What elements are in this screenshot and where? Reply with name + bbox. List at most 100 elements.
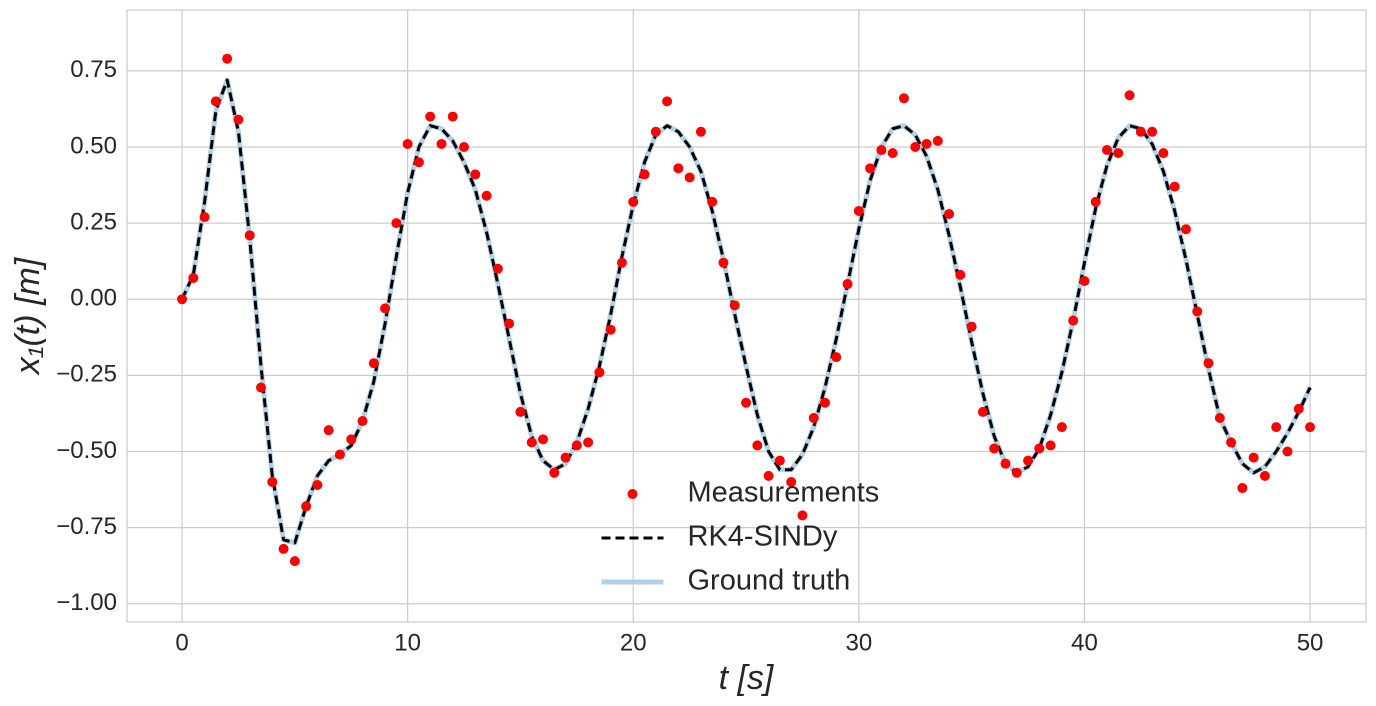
measurement-point (402, 138, 413, 149)
x-tick-label: 30 (845, 629, 872, 656)
measurement-point (1282, 446, 1293, 457)
measurement-point (842, 279, 853, 290)
measurement-point (560, 452, 571, 463)
measurement-point (538, 434, 549, 445)
measurement-point (1090, 196, 1101, 207)
measurement-point (1023, 455, 1034, 466)
y-tick-label: −1.00 (56, 589, 117, 616)
y-tick-label: 0.25 (70, 208, 117, 235)
measurement-point (1045, 440, 1056, 451)
measurement-point (977, 406, 988, 417)
measurement-point (1147, 126, 1158, 137)
measurement-point (267, 476, 278, 487)
measurement-point (594, 367, 605, 378)
measurement-point (425, 111, 436, 122)
measurement-point (1259, 470, 1270, 481)
measurement-point (707, 196, 718, 207)
measurement-point (391, 218, 402, 229)
measurement-point (853, 205, 864, 216)
y-tick-label: 0.50 (70, 132, 117, 159)
measurement-point (301, 501, 312, 512)
measurement-point (741, 397, 752, 408)
measurement-point (1056, 422, 1067, 433)
measurement-point (1271, 422, 1282, 433)
measurement-point (380, 303, 391, 314)
measurement-point (718, 257, 729, 268)
measurement-point (447, 111, 458, 122)
measurement-point (1102, 145, 1113, 156)
measurement-point (1113, 148, 1124, 159)
measurement-point (1034, 443, 1045, 454)
measurement-point (492, 263, 503, 274)
measurement-point (233, 114, 244, 125)
measurement-point (436, 138, 447, 149)
measurement-point (605, 324, 616, 335)
measurement-point (1000, 458, 1011, 469)
measurement-point (199, 212, 210, 223)
measurement-point (797, 510, 808, 521)
measurement-point (571, 440, 582, 451)
series-line (180, 78, 1312, 545)
measurement-point (820, 397, 831, 408)
measurement-point (1237, 483, 1248, 494)
y-axis-label: x₁(t) [m] (9, 256, 47, 376)
measurement-point (549, 467, 560, 478)
measurement-point (278, 543, 289, 554)
measurement-point (1011, 467, 1022, 478)
measurement-point (470, 169, 481, 180)
measurement-point (244, 230, 255, 241)
measurement-point (346, 434, 357, 445)
legend-marker (627, 489, 638, 499)
measurement-point (312, 479, 323, 490)
measurement-point (1068, 315, 1079, 326)
y-tick-label: 0.75 (70, 56, 117, 83)
measurement-point (955, 269, 966, 280)
measurement-point (357, 416, 368, 427)
measurement-point (1248, 452, 1259, 463)
measurement-point (808, 413, 819, 423)
x-tick-label: 10 (394, 629, 421, 656)
measurement-point (583, 437, 594, 448)
measurement-point (1214, 413, 1225, 423)
measurement-point (966, 321, 977, 332)
measurement-point (695, 126, 706, 137)
measurement-point (865, 163, 876, 174)
legend-label: Measurements (688, 477, 880, 509)
y-tick-label: −0.75 (56, 513, 117, 540)
measurement-point (1158, 148, 1169, 159)
measurement-point (729, 300, 740, 311)
legend-label: Ground truth (688, 565, 851, 597)
measurement-point (650, 126, 661, 137)
plot-frame (126, 9, 1367, 623)
measurement-point (256, 382, 267, 393)
measurement-point (921, 138, 932, 149)
measurement-point (515, 406, 526, 417)
measurement-point (662, 96, 673, 107)
measurement-point (188, 272, 199, 283)
measurement-point (459, 142, 470, 153)
measurement-point (177, 294, 188, 305)
x-tick-label: 40 (1071, 629, 1098, 656)
measurement-point (222, 53, 233, 64)
measurement-point (526, 437, 537, 448)
measurement-point (1135, 126, 1146, 137)
measurement-point (413, 157, 424, 168)
measurement-point (944, 209, 955, 219)
measurement-point (752, 440, 763, 451)
measurement-point (210, 96, 221, 107)
legend-label: RK4-SINDy (688, 521, 838, 553)
measurement-point (639, 169, 650, 180)
measurement-point (1169, 181, 1180, 192)
measurement-point (887, 148, 898, 159)
measurement-point (481, 190, 492, 201)
measurement-point (368, 358, 379, 369)
y-tick-label: 0.00 (70, 285, 117, 312)
measurement-point (684, 172, 695, 183)
measurement-point (334, 449, 345, 460)
x-tick-label: 0 (175, 629, 188, 656)
measurement-point (628, 196, 639, 207)
x-axis-label: t [s] (719, 659, 775, 697)
measurement-point (323, 425, 334, 436)
measurement-point (932, 135, 943, 146)
